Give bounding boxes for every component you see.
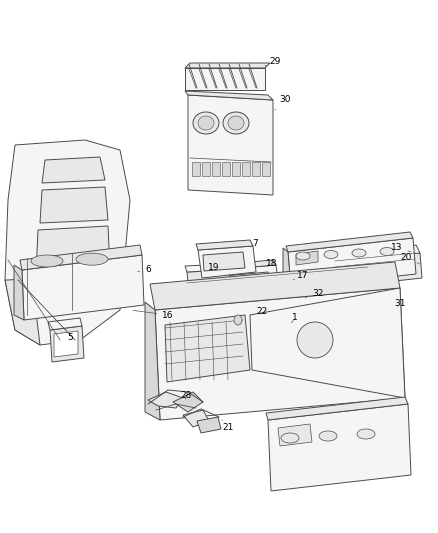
Polygon shape: [203, 252, 245, 271]
Polygon shape: [155, 288, 405, 420]
Polygon shape: [215, 260, 276, 270]
Polygon shape: [251, 284, 320, 298]
Polygon shape: [330, 253, 422, 288]
Ellipse shape: [198, 116, 214, 130]
Polygon shape: [196, 240, 253, 250]
Polygon shape: [36, 226, 110, 274]
Text: 20: 20: [400, 254, 420, 264]
Ellipse shape: [352, 249, 366, 257]
Polygon shape: [22, 255, 144, 320]
Polygon shape: [185, 267, 373, 289]
Text: 21: 21: [222, 420, 234, 432]
Polygon shape: [340, 301, 398, 318]
Polygon shape: [5, 278, 40, 345]
Polygon shape: [48, 318, 82, 330]
Polygon shape: [50, 326, 84, 362]
Polygon shape: [185, 264, 229, 272]
Text: 32: 32: [305, 288, 324, 298]
Text: 30: 30: [275, 95, 291, 110]
Polygon shape: [5, 140, 130, 345]
Polygon shape: [20, 245, 142, 270]
Polygon shape: [218, 265, 280, 297]
Ellipse shape: [357, 429, 375, 439]
Polygon shape: [185, 68, 265, 90]
Ellipse shape: [319, 431, 337, 441]
Ellipse shape: [296, 252, 310, 260]
Ellipse shape: [193, 112, 219, 134]
Polygon shape: [288, 238, 416, 288]
Polygon shape: [197, 417, 221, 433]
Text: 13: 13: [391, 243, 411, 252]
Text: 7: 7: [252, 238, 258, 247]
Polygon shape: [268, 404, 411, 491]
Ellipse shape: [380, 247, 394, 255]
Polygon shape: [242, 162, 250, 176]
Polygon shape: [173, 392, 203, 412]
Ellipse shape: [324, 251, 338, 259]
Polygon shape: [266, 397, 408, 420]
Polygon shape: [54, 331, 78, 357]
Polygon shape: [165, 315, 250, 382]
Circle shape: [297, 322, 333, 358]
Polygon shape: [228, 308, 248, 330]
Polygon shape: [185, 63, 270, 68]
Polygon shape: [188, 95, 273, 195]
Text: 16: 16: [133, 310, 174, 319]
Text: 6: 6: [138, 265, 151, 274]
Polygon shape: [328, 245, 420, 263]
Polygon shape: [185, 91, 273, 100]
Text: 29: 29: [265, 56, 281, 66]
Polygon shape: [40, 187, 108, 223]
Text: 22: 22: [251, 308, 268, 317]
Polygon shape: [252, 162, 260, 176]
Ellipse shape: [228, 116, 244, 130]
Polygon shape: [224, 272, 270, 290]
Polygon shape: [278, 424, 312, 446]
Polygon shape: [286, 232, 413, 252]
Polygon shape: [212, 162, 220, 176]
Text: 5: 5: [62, 332, 73, 343]
Ellipse shape: [76, 253, 108, 265]
Polygon shape: [255, 290, 323, 328]
Ellipse shape: [223, 112, 249, 134]
Polygon shape: [232, 162, 240, 176]
Text: 31: 31: [394, 300, 406, 309]
Polygon shape: [265, 307, 310, 318]
Polygon shape: [392, 295, 398, 312]
Polygon shape: [150, 262, 400, 310]
Text: 19: 19: [208, 263, 220, 272]
Polygon shape: [265, 297, 310, 308]
Polygon shape: [222, 162, 230, 176]
Polygon shape: [35, 274, 110, 312]
Polygon shape: [283, 248, 291, 288]
Polygon shape: [183, 410, 209, 427]
Polygon shape: [262, 162, 270, 176]
Ellipse shape: [31, 255, 63, 267]
Polygon shape: [198, 246, 256, 278]
Ellipse shape: [234, 315, 242, 325]
Polygon shape: [296, 251, 318, 265]
Polygon shape: [250, 288, 405, 398]
Polygon shape: [192, 162, 200, 176]
Polygon shape: [148, 392, 183, 408]
Text: 18: 18: [266, 259, 278, 268]
Polygon shape: [187, 270, 231, 292]
Polygon shape: [338, 295, 395, 307]
Polygon shape: [145, 302, 160, 420]
Polygon shape: [42, 157, 105, 183]
Polygon shape: [202, 162, 210, 176]
Polygon shape: [14, 265, 24, 320]
Text: 1: 1: [292, 313, 298, 323]
Text: 28: 28: [180, 391, 192, 400]
Ellipse shape: [281, 433, 299, 443]
Text: 17: 17: [293, 271, 309, 280]
